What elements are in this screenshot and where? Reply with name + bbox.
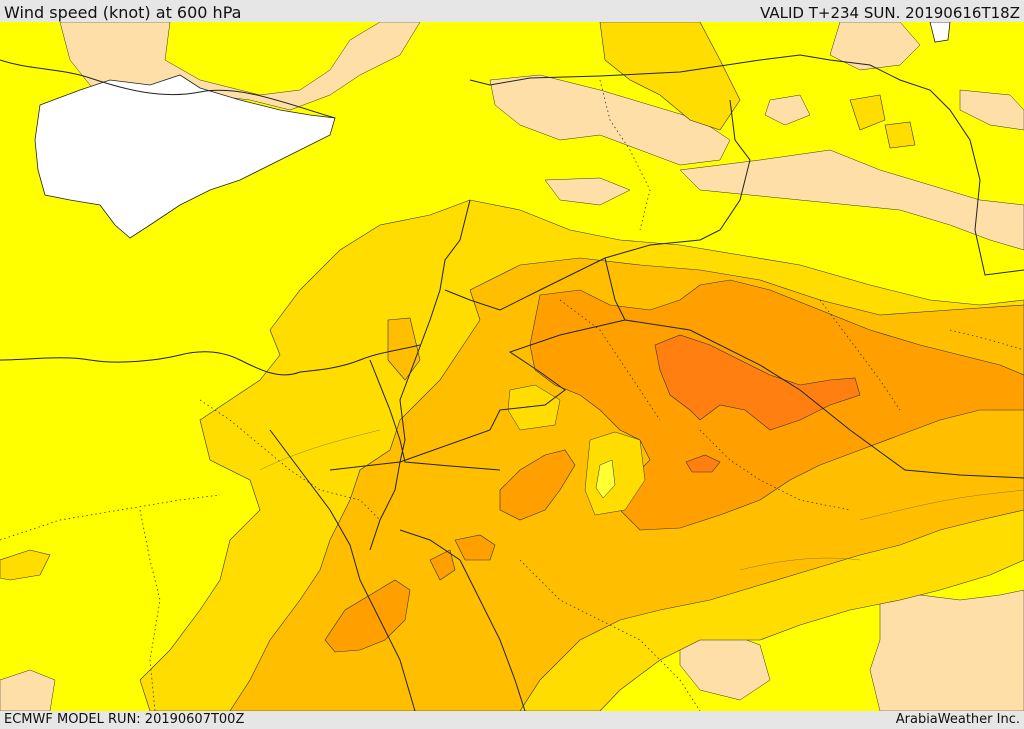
map-title: Wind speed (knot) at 600 hPa [4,3,242,22]
header-bar: Wind speed (knot) at 600 hPa VALID T+234… [0,0,1024,22]
contour-lines [259,429,1024,571]
dark-orange-region [654,334,861,473]
inner-weak-core [595,459,616,499]
sea-area [34,22,951,239]
wind-speed-map [0,22,1024,711]
model-run: ECMWF MODEL RUN: 20190607T00Z [4,712,245,727]
admin-lines [0,79,1024,711]
inner-weak-patches [507,384,646,516]
borders [0,54,1024,711]
credit: ArabiaWeather Inc. [895,712,1020,727]
footer-bar: ECMWF MODEL RUN: 20190607T00Z ArabiaWeat… [0,711,1024,729]
valid-time: VALID T+234 SUN. 20190616T18Z [760,4,1020,22]
